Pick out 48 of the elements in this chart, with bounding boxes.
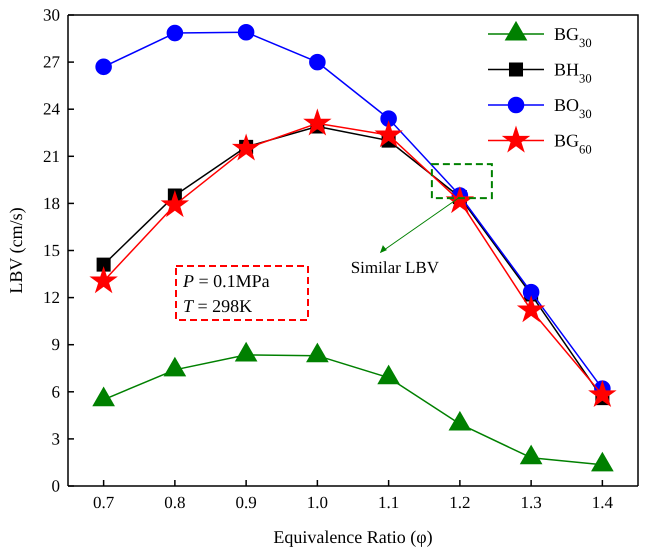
point (166, 24, 184, 42)
y-tick-label: 15 (43, 240, 60, 260)
point (589, 381, 616, 406)
y-tick-label: 3 (52, 429, 60, 448)
y-tick-label: 27 (43, 52, 60, 72)
y-tick-label: 12 (43, 288, 60, 308)
point (95, 58, 112, 76)
point (378, 365, 400, 384)
legend-label: BO$_{30}$ (554, 95, 592, 121)
point (238, 24, 254, 41)
point (164, 357, 186, 376)
y-tick-label: 21 (43, 146, 60, 166)
point (520, 445, 542, 464)
y-axis-title: LBV (cm/s) (6, 207, 26, 294)
point (162, 191, 188, 216)
point (309, 54, 326, 70)
x-tick-label: 1.4 (592, 493, 614, 512)
point (304, 109, 331, 135)
point (380, 110, 397, 127)
point (232, 134, 260, 160)
point (375, 121, 402, 146)
x-tick-label: 1.2 (449, 493, 470, 512)
legend-label: BG$_{30}$ (554, 24, 592, 50)
y-tick-label: 30 (43, 5, 60, 24)
y-tick-label: 6 (52, 382, 60, 402)
annotation: T = 298K (183, 296, 252, 316)
legend-label: BH$_{30}$ (554, 60, 592, 86)
point (591, 452, 614, 472)
point (90, 267, 117, 292)
x-tick-label: 1.1 (378, 493, 400, 512)
point (306, 343, 328, 362)
y-tick-label: 18 (43, 194, 60, 213)
y-tick-label: 9 (52, 335, 60, 354)
point (92, 387, 115, 406)
point (518, 296, 544, 322)
legend-label: BG$_{60}$ (554, 130, 592, 156)
y-tick-label: 0 (52, 476, 60, 496)
x-tick-label: 0.7 (93, 493, 115, 512)
x-tick-label: 0.9 (236, 493, 257, 512)
annotation: P = 0.1MPa (182, 271, 270, 291)
x-axis-title: Equivalence Ratio (φ) (273, 527, 433, 547)
point (235, 342, 258, 362)
y-tick-label: 24 (43, 100, 60, 119)
x-tick-label: 1.0 (306, 493, 328, 512)
x-tick-label: 0.8 (164, 493, 186, 512)
x-tick-label: 1.3 (520, 493, 542, 512)
annotation: Similar LBV (350, 258, 440, 278)
point (448, 411, 471, 431)
